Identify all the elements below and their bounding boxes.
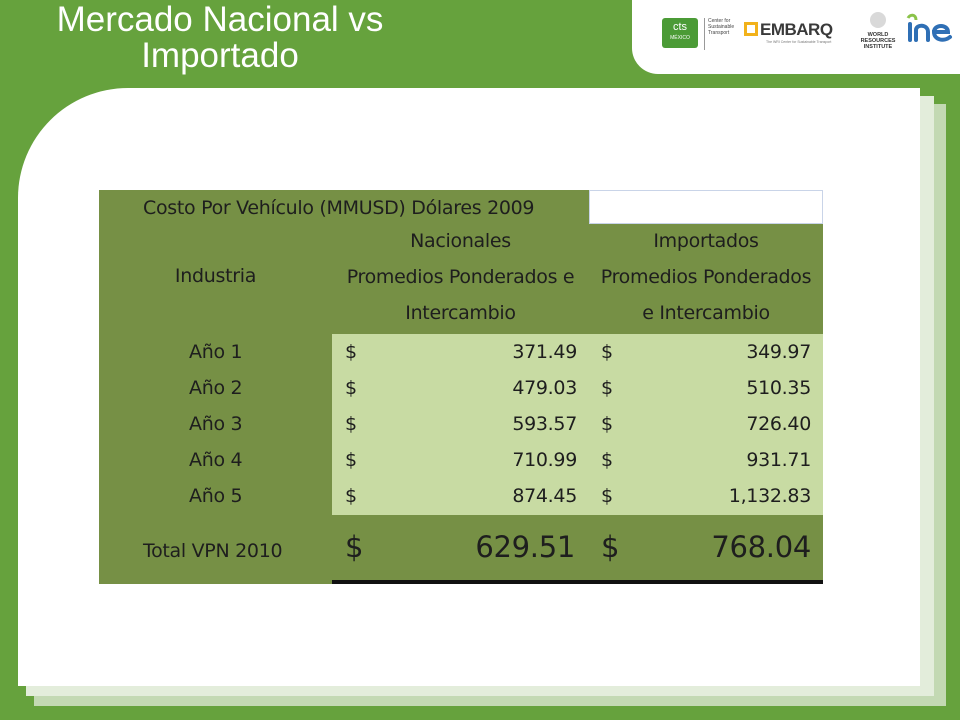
total-currency-symbol: $ [601, 530, 620, 564]
currency-symbol: $ [601, 413, 613, 435]
cts-logo: cts MÉXICO [662, 18, 698, 48]
row-label: Año 4 [189, 449, 243, 471]
logo-strip: cts MÉXICO Center for Sustainable Transp… [632, 0, 960, 74]
label-column [99, 334, 332, 584]
slide-title: Mercado Nacional vs Importado [0, 0, 440, 74]
cts-logo-sub: MÉXICO [670, 35, 690, 41]
total-currency-symbol: $ [345, 530, 364, 564]
header-nacionales-line1: Nacionales [410, 230, 511, 252]
slide-title-line1: Mercado Nacional vs [56, 0, 384, 39]
total-label: Total VPN 2010 [143, 540, 283, 562]
currency-symbol: $ [345, 413, 357, 435]
currency-symbol: $ [601, 449, 613, 471]
wri-logo: WORLD RESOURCES INSTITUTE [858, 12, 898, 50]
importado-value: 349.97 [746, 341, 811, 363]
slide-title-line2: Importado [141, 36, 299, 75]
cts-caption: Center for Sustainable Transport [704, 18, 738, 50]
currency-symbol: $ [345, 341, 357, 363]
caption-cell [99, 190, 589, 224]
importado-value: 726.40 [746, 413, 811, 435]
header-importados-line1: Importados [653, 230, 759, 252]
total-nacional-value: 629.51 [475, 530, 575, 564]
currency-symbol: $ [601, 377, 613, 399]
nacional-value: 710.99 [512, 449, 577, 471]
currency-symbol: $ [345, 449, 357, 471]
nacional-value: 874.45 [512, 485, 577, 507]
table-caption: Costo Por Vehículo (MMUSD) Dólares 2009 [143, 197, 535, 219]
embarq-caption: The WRI Center for Sustainable Transport [766, 40, 832, 44]
values-block [332, 334, 823, 515]
row-label: Año 3 [189, 413, 243, 435]
embarq-logo-text: EMBARQ [760, 20, 833, 39]
ine-logo [906, 13, 952, 42]
header-row [99, 224, 823, 334]
wri-globe-icon [870, 12, 886, 28]
wri-logo-text: WORLD RESOURCES INSTITUTE [860, 32, 896, 50]
total-row [332, 515, 823, 584]
currency-symbol: $ [345, 485, 357, 507]
header-industria: Industria [174, 265, 257, 287]
total-underline [332, 580, 823, 584]
cts-logo-text: cts [672, 21, 688, 33]
embarq-mark-icon [744, 22, 758, 36]
importado-value: 1,132.83 [728, 485, 812, 507]
currency-symbol: $ [601, 341, 613, 363]
caption-blank-cell [589, 190, 823, 224]
importado-value: 510.35 [746, 377, 811, 399]
total-importado-value: 768.04 [711, 530, 811, 564]
cost-table: Costo Por Vehículo (MMUSD) Dólares 2009 … [99, 190, 823, 584]
nacional-value: 371.49 [512, 341, 577, 363]
importado-value: 931.71 [746, 449, 811, 471]
row-label: Año 2 [189, 377, 243, 399]
header-nacionales-line3: Intercambio [405, 302, 516, 324]
header-importados-line2: Promedios Ponderados [600, 266, 812, 288]
currency-symbol: $ [601, 485, 613, 507]
row-label: Año 1 [189, 341, 243, 363]
currency-symbol: $ [345, 377, 357, 399]
header-importados-line3: e Intercambio [642, 302, 770, 324]
header-nacionales-line2: Promedios Ponderados e [346, 266, 575, 288]
row-label: Año 5 [189, 485, 243, 507]
nacional-value: 479.03 [512, 377, 577, 399]
nacional-value: 593.57 [512, 413, 577, 435]
embarq-logo: EMBARQ [744, 20, 833, 40]
